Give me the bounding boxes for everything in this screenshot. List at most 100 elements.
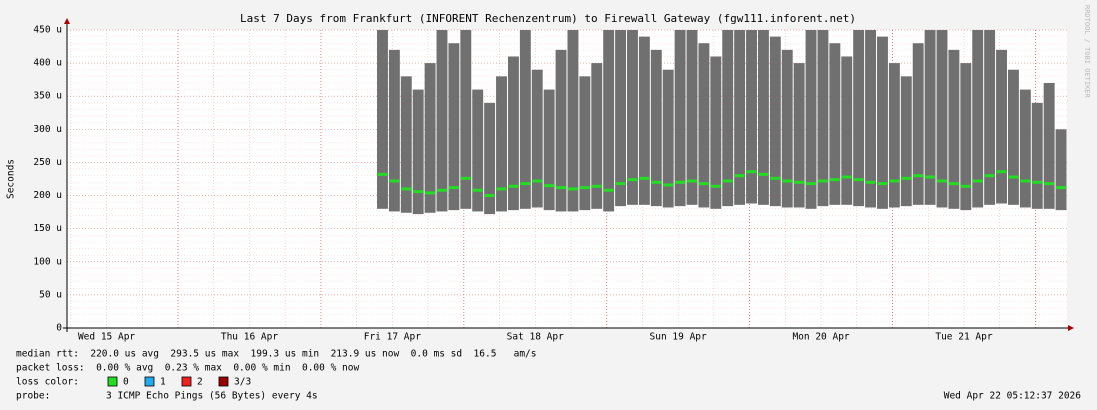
smoke-bar [793, 63, 805, 208]
median-mark [829, 178, 840, 182]
plot-area [67, 30, 1067, 328]
median-mark [615, 182, 626, 186]
loss-color-label: 2 [197, 377, 203, 388]
median-mark [913, 174, 924, 178]
smoke-bar [519, 30, 531, 209]
probe-text: 3 ICMP Echo Pings (56 Bytes) every 4s [106, 391, 318, 402]
smoke-bar [841, 56, 853, 205]
smoke-bar [972, 30, 984, 208]
smoke-bar [638, 36, 650, 205]
smoke-bar [1031, 102, 1043, 209]
smoke-bar [448, 43, 460, 211]
smoke-bar [936, 30, 948, 208]
smoke-bar [412, 89, 424, 215]
median-mark [794, 180, 805, 184]
median-mark [389, 179, 400, 183]
axes: 0 50 u 100 u 150 u 200 u 250 u 300 u 350 u 400 u… [33, 18, 1074, 343]
median-mark [556, 186, 566, 190]
smoke-bar [1055, 129, 1067, 211]
x-tick-label: Tue 21 Apr [935, 332, 992, 343]
median-mark [437, 188, 447, 192]
smoke-bar [400, 76, 412, 213]
median-mark [1032, 180, 1043, 184]
median-mark [472, 188, 483, 192]
median-mark [1056, 186, 1066, 190]
median-mark [782, 179, 793, 183]
smoke-bar [662, 69, 674, 208]
smoke-bar [1007, 69, 1019, 205]
smoke-bar [627, 30, 638, 205]
smoke-bar [603, 30, 615, 212]
median-mark [960, 184, 971, 188]
median-mark [877, 182, 888, 186]
x-tick-label: Wed 15 Apr [78, 332, 135, 343]
median-mark [710, 184, 721, 188]
y-axis-label: Seconds [6, 159, 17, 199]
smoke-bar [769, 36, 781, 207]
smoke-bar [1043, 82, 1055, 209]
stats-line: median rtt: 220.0 us avg 293.5 us max 19… [16, 349, 536, 360]
y-tick-label: 100 u [33, 256, 62, 267]
smoke-bar [496, 76, 507, 212]
smoke-bar [567, 30, 579, 212]
smoke-bar [948, 49, 960, 209]
bars [377, 30, 1067, 215]
median-mark [996, 170, 1007, 174]
loss-swatch [181, 376, 192, 387]
smoke-bar [377, 30, 388, 209]
smoke-bar [531, 69, 543, 208]
smoke-bar [388, 49, 400, 212]
median-mark [984, 174, 995, 178]
legend: median rtt: 220.0 us avg 293.5 us max 19… [16, 349, 1081, 402]
median-mark [413, 190, 424, 194]
y-axis-arrow [64, 18, 70, 24]
y-tick-label: 0 [56, 323, 62, 334]
y-tick-label: 50 u [39, 289, 62, 300]
median-mark [698, 182, 709, 186]
smoke-bar [579, 76, 591, 211]
chart-title: Last 7 Days from Frankfurt (INFORENT Rec… [240, 12, 856, 25]
smoke-bar [424, 63, 436, 213]
median-mark [496, 187, 507, 191]
median-mark [484, 194, 495, 198]
median-mark [377, 172, 388, 176]
smoke-bar [436, 30, 448, 212]
smoke-bar [757, 30, 769, 205]
median-mark [687, 179, 697, 183]
median-mark [865, 180, 876, 184]
loss-color-label: 1 [160, 377, 166, 388]
y-tick-label: 450 u [33, 25, 62, 36]
x-tick-label: Thu 16 Apr [221, 332, 278, 343]
median-mark [948, 182, 959, 186]
median-mark [448, 186, 459, 190]
smoke-bar [698, 43, 710, 208]
smoke-bar [888, 63, 900, 208]
median-mark [627, 178, 638, 182]
smoke-bar [781, 49, 793, 208]
y-tick-label: 350 u [33, 91, 62, 102]
smoke-bar [722, 30, 734, 207]
smoke-bar [960, 63, 972, 211]
smoke-bar [507, 56, 519, 211]
median-mark [853, 178, 864, 182]
smoke-bar [877, 36, 888, 209]
x-tick-label: Sun 19 Apr [650, 332, 707, 343]
smoke-bar [650, 49, 662, 207]
median-mark [818, 179, 828, 183]
loss-label: loss color: [16, 377, 79, 388]
median-mark [401, 187, 412, 191]
smoke-bar [924, 30, 936, 205]
median-mark [1020, 179, 1031, 183]
median-mark [603, 188, 614, 192]
y-tick-label: 300 u [33, 124, 62, 135]
x-tick-label: Fri 17 Apr [364, 332, 421, 343]
smoke-bar [805, 30, 817, 209]
smoke-bar [996, 49, 1007, 204]
loss-swatch [107, 376, 118, 387]
median-mark [651, 180, 662, 184]
smoke-bar [591, 63, 603, 209]
median-mark [425, 191, 436, 195]
median-mark [889, 179, 900, 183]
median-mark [770, 176, 781, 180]
